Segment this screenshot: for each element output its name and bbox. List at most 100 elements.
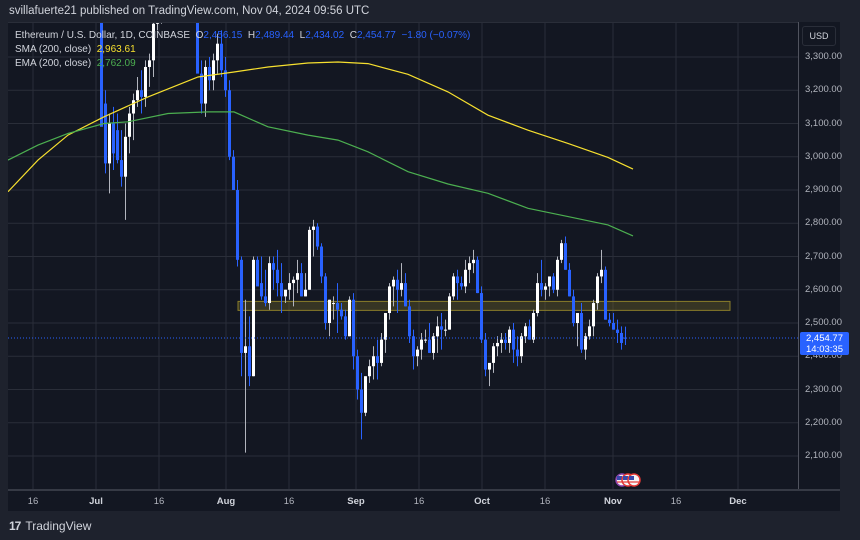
- candle: [124, 136, 127, 177]
- candle: [372, 356, 375, 367]
- candle: [540, 283, 543, 290]
- candle: [220, 43, 223, 71]
- candle: [532, 313, 535, 340]
- candle: [428, 339, 431, 353]
- tradingview-logo-icon: 17: [9, 519, 21, 533]
- candle: [508, 329, 511, 343]
- time-tick-label: Oct: [474, 496, 490, 507]
- candle: [160, 0, 163, 10]
- candle: [368, 366, 371, 377]
- candle: [528, 326, 531, 340]
- candle: [608, 319, 611, 323]
- candle: [136, 90, 139, 101]
- candle: [352, 299, 355, 357]
- candle: [552, 276, 555, 290]
- candle: [384, 313, 387, 340]
- candle: [268, 263, 271, 304]
- candle: [296, 273, 299, 280]
- ema-legend-row[interactable]: EMA (200, close) 2,762.09: [15, 58, 136, 69]
- candle: [500, 339, 503, 343]
- price-tick-label: 2,100.00: [805, 450, 842, 461]
- candle: [556, 259, 559, 290]
- sma-line: [8, 61, 634, 193]
- candle: [332, 303, 335, 305]
- candle: [452, 276, 455, 297]
- price-tick-label: 3,000.00: [805, 150, 842, 162]
- candle: [600, 269, 603, 277]
- candle: [504, 339, 507, 343]
- candle: [396, 279, 399, 290]
- ema-value: 2,762.09: [96, 58, 136, 69]
- time-tick-label: Jul: [89, 496, 103, 507]
- candle: [476, 259, 479, 294]
- candle: [440, 326, 443, 330]
- candle: [300, 273, 303, 297]
- candle: [224, 70, 227, 91]
- candle: [444, 329, 447, 331]
- candle: [248, 346, 251, 377]
- candle: [112, 123, 115, 154]
- candle: [436, 326, 439, 337]
- candle: [128, 113, 131, 137]
- candle: [460, 283, 463, 287]
- candle: [364, 376, 367, 413]
- footer-brand[interactable]: 17 TradingView: [9, 519, 91, 533]
- candle: [480, 293, 483, 340]
- candle: [208, 66, 211, 81]
- candle: [316, 226, 319, 247]
- candle: [376, 356, 379, 363]
- candle: [520, 336, 523, 357]
- candle: [524, 326, 527, 337]
- candle: [340, 309, 343, 317]
- candle: [560, 243, 563, 260]
- change-value: −1.80 (−0.07%): [401, 30, 471, 41]
- candle: [388, 286, 391, 314]
- candle: [588, 326, 591, 337]
- candle: [280, 283, 283, 297]
- close-value: 2,454.77: [356, 30, 396, 41]
- candle: [624, 337, 627, 339]
- time-tick-label: 16: [670, 496, 682, 507]
- candle: [548, 276, 551, 287]
- candle: [596, 276, 599, 304]
- time-tick-label: Nov: [604, 496, 622, 507]
- candle: [308, 229, 311, 290]
- candle: [432, 336, 435, 353]
- price-tick-label: 2,300.00: [805, 383, 842, 395]
- price-tick-label: 2,200.00: [805, 416, 842, 428]
- symbol-title[interactable]: Ethereum / U.S. Dollar, 1D, COINBASE: [15, 30, 191, 41]
- candle: [356, 356, 359, 390]
- candle: [276, 269, 279, 284]
- candle: [616, 329, 619, 333]
- candle: [488, 362, 491, 370]
- candle: [592, 303, 595, 327]
- sma-legend-row[interactable]: SMA (200, close) 2,963.61: [15, 44, 136, 55]
- candle: [264, 296, 267, 304]
- candle: [412, 336, 415, 357]
- time-axis[interactable]: [8, 489, 840, 511]
- candle: [292, 279, 295, 284]
- ema-line: [8, 111, 634, 237]
- candle: [464, 269, 467, 287]
- candle: [104, 103, 107, 164]
- candle: [360, 389, 363, 413]
- price-axis[interactable]: [798, 22, 840, 489]
- candle: [200, 73, 203, 104]
- candle: [204, 66, 207, 104]
- brand-name: TradingView: [25, 519, 92, 533]
- candle: [252, 259, 255, 377]
- last-price: 2,454.77: [806, 333, 843, 344]
- candle: [420, 339, 423, 350]
- candle: [580, 313, 583, 350]
- chart-pane[interactable]: [8, 22, 798, 489]
- candle: [484, 339, 487, 370]
- last-price-tag: 2,454.77 14:03:35: [800, 332, 849, 355]
- currency-button[interactable]: USD: [802, 26, 836, 46]
- candle: [472, 259, 475, 264]
- candle: [612, 323, 615, 330]
- high-value: 2,489.44: [255, 30, 295, 41]
- time-tick-label: 16: [539, 496, 551, 507]
- candle: [196, 23, 199, 74]
